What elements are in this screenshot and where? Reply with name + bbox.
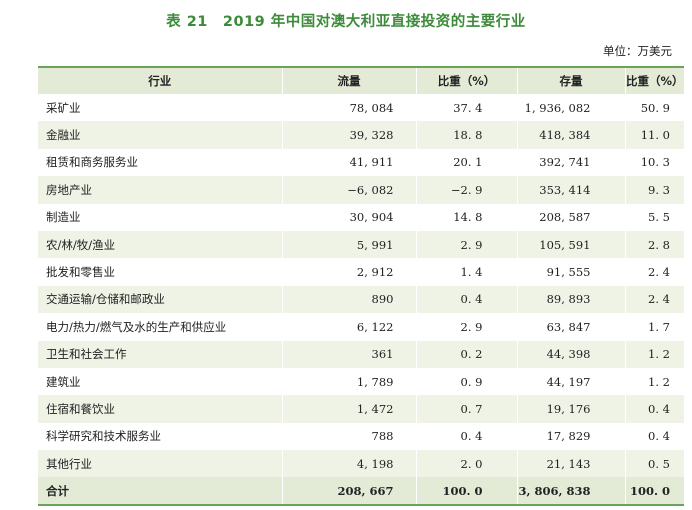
industry-cell: 农/林/牧/渔业 [38,230,282,259]
industry-cell: 制造业 [38,203,282,231]
table-row: 科学研究和技术服务业 788 0. 4 17, 829 0. 4 [38,422,684,451]
stock-cell: 105, 591 [516,230,625,259]
header-stock: 存量 [516,66,625,94]
stock-cell: 208, 587 [516,203,625,231]
total-flow-share: 100. 0 [415,477,517,506]
unit-label: 单位：万美元 [603,44,672,58]
stock-cell: 63, 847 [516,313,625,341]
flow-share-cell: 0. 4 [415,422,517,451]
stock-cell: 44, 398 [516,340,625,368]
stock-share-cell: 1. 2 [624,367,684,396]
table-row: 电力/热力/燃气及水的生产和供应业 6, 122 2. 9 63, 847 1. 7 [38,313,684,341]
table-row: 其他行业 4, 198 2. 0 21, 143 0. 5 [38,450,684,478]
flow-cell: 1, 472 [281,395,416,423]
table-row: 金融业 39, 328 18. 8 418, 384 11. 0 [38,121,684,149]
industry-cell: 租赁和商务服务业 [38,148,282,177]
table-row: 交通运输/仓储和邮政业 890 0. 4 89, 893 2. 4 [38,285,684,314]
table-row: 租赁和商务服务业 41, 911 20. 1 392, 741 10. 3 [38,148,684,177]
investment-table: 行业 流量 比重（%） 存量 比重（%） 采矿业 78, 084 37. 4 1, 9… [38,66,684,506]
stock-share-cell: 10. 3 [624,148,684,177]
flow-share-cell: 2. 9 [415,230,517,259]
table-row: 建筑业 1, 789 0. 9 44, 197 1. 2 [38,367,684,396]
flow-share-cell: 20. 1 [415,148,517,177]
industry-cell: 批发和零售业 [38,258,282,286]
table-title: 表 21 2019 年中国对澳大利亚直接投资的主要行业 [166,14,526,30]
table-row: 房地产业 −6, 082 −2. 9 353, 414 9. 3 [38,176,684,204]
industry-cell: 科学研究和技术服务业 [38,422,282,451]
table-row: 卫生和社会工作 361 0. 2 44, 398 1. 2 [38,340,684,368]
stock-share-cell: 2. 8 [624,230,684,259]
flow-share-cell: −2. 9 [415,176,517,204]
stock-cell: 418, 384 [516,121,625,149]
industry-cell: 采矿业 [38,94,282,122]
total-stock-share: 100. 0 [624,477,684,506]
table-row: 制造业 30, 904 14. 8 208, 587 5. 5 [38,203,684,231]
flow-share-cell: 2. 0 [415,450,517,478]
table-row: 农/林/牧/渔业 5, 991 2. 9 105, 591 2. 8 [38,230,684,259]
total-row: 合计 208, 667 100. 0 3, 806, 838 100. 0 [38,477,684,506]
flow-cell: 6, 122 [281,313,416,341]
flow-cell: −6, 082 [281,176,416,204]
stock-share-cell: 0. 4 [624,422,684,451]
industry-cell: 房地产业 [38,176,282,204]
industry-cell: 建筑业 [38,367,282,396]
flow-cell: 2, 912 [281,258,416,286]
flow-share-cell: 1. 4 [415,258,517,286]
flow-share-cell: 14. 8 [415,203,517,231]
flow-cell: 39, 328 [281,121,416,149]
flow-share-cell: 2. 9 [415,313,517,341]
table-row: 批发和零售业 2, 912 1. 4 91, 555 2. 4 [38,258,684,286]
flow-cell: 890 [281,285,416,314]
header-stock-share: 比重（%） [624,66,684,94]
industry-cell: 其他行业 [38,450,282,478]
flow-share-cell: 0. 4 [415,285,517,314]
stock-cell: 44, 197 [516,367,625,396]
flow-cell: 788 [281,422,416,451]
flow-cell: 4, 198 [281,450,416,478]
industry-cell: 交通运输/仓储和邮政业 [38,285,282,314]
flow-share-cell: 0. 2 [415,340,517,368]
flow-share-cell: 18. 8 [415,121,517,149]
flow-cell: 361 [281,340,416,368]
stock-cell: 21, 143 [516,450,625,478]
stock-cell: 89, 893 [516,285,625,314]
stock-cell: 19, 176 [516,395,625,423]
stock-share-cell: 50. 9 [624,94,684,122]
stock-cell: 392, 741 [516,148,625,177]
stock-cell: 353, 414 [516,176,625,204]
flow-share-cell: 37. 4 [415,94,517,122]
table-row: 采矿业 78, 084 37. 4 1, 936, 082 50. 9 [38,94,684,122]
stock-share-cell: 1. 7 [624,313,684,341]
header-row: 行业 流量 比重（%） 存量 比重（%） [38,66,684,94]
stock-share-cell: 11. 0 [624,121,684,149]
stock-cell: 17, 829 [516,422,625,451]
stock-share-cell: 9. 3 [624,176,684,204]
industry-cell: 卫生和社会工作 [38,340,282,368]
industry-cell: 住宿和餐饮业 [38,395,282,423]
stock-share-cell: 5. 5 [624,203,684,231]
industry-cell: 金融业 [38,121,282,149]
total-label: 合计 [38,477,282,506]
flow-cell: 1, 789 [281,367,416,396]
header-flow: 流量 [281,66,416,94]
stock-cell: 1, 936, 082 [516,94,625,122]
stock-share-cell: 2. 4 [624,258,684,286]
flow-cell: 30, 904 [281,203,416,231]
header-industry: 行业 [38,66,282,94]
total-stock: 3, 806, 838 [516,477,625,506]
total-flow: 208, 667 [281,477,416,506]
stock-share-cell: 0. 5 [624,450,684,478]
flow-share-cell: 0. 7 [415,395,517,423]
header-flow-share: 比重（%） [415,66,517,94]
stock-cell: 91, 555 [516,258,625,286]
table-row: 住宿和餐饮业 1, 472 0. 7 19, 176 0. 4 [38,395,684,423]
stock-share-cell: 0. 4 [624,395,684,423]
stock-share-cell: 1. 2 [624,340,684,368]
flow-share-cell: 0. 9 [415,367,517,396]
flow-cell: 78, 084 [281,94,416,122]
stock-share-cell: 2. 4 [624,285,684,314]
flow-cell: 5, 991 [281,230,416,259]
flow-cell: 41, 911 [281,148,416,177]
industry-cell: 电力/热力/燃气及水的生产和供应业 [38,313,282,341]
